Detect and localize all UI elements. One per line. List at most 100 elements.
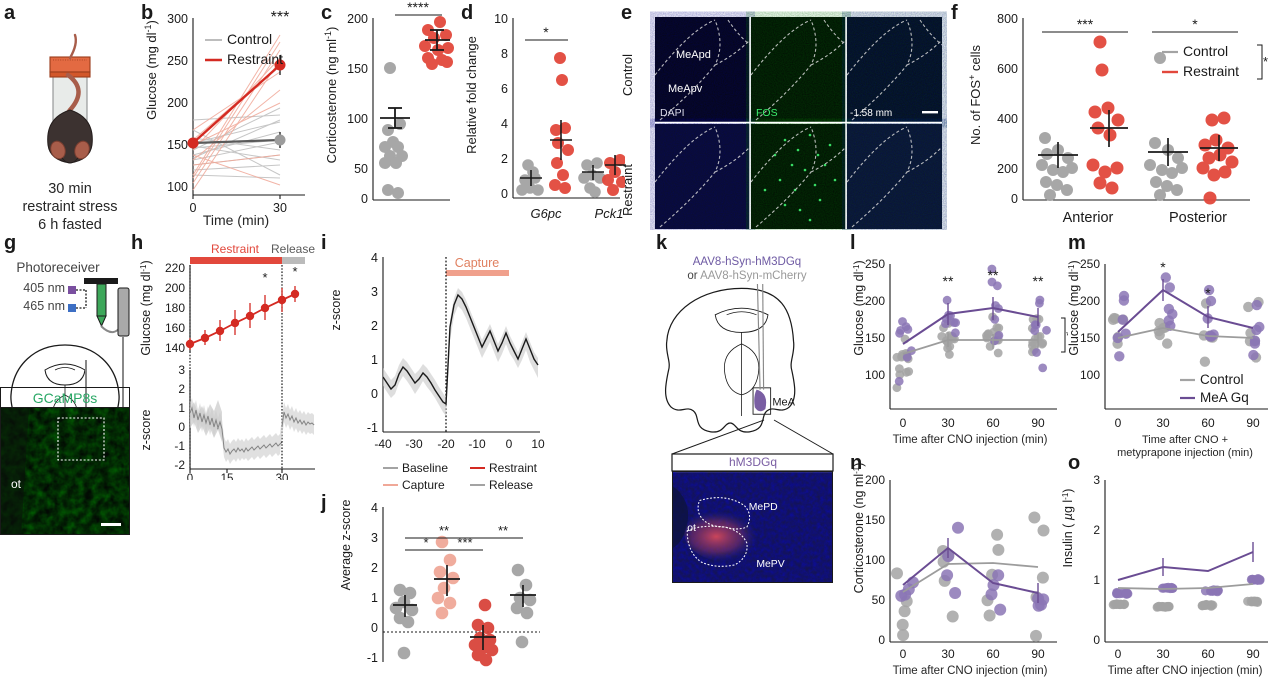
- svg-text:30: 30: [941, 416, 955, 430]
- svg-text:3: 3: [178, 363, 185, 377]
- svg-text:1: 1: [371, 591, 378, 605]
- svg-text:*: *: [1160, 259, 1166, 275]
- svg-text:Control: Control: [1183, 43, 1228, 59]
- svg-text:-1: -1: [174, 439, 185, 453]
- svg-text:FOS: FOS: [756, 107, 778, 119]
- svg-text:50: 50: [872, 593, 886, 607]
- svg-text:Capture: Capture: [402, 478, 445, 492]
- svg-text:Restraint: Restraint: [489, 461, 538, 475]
- svg-text:-40: -40: [374, 437, 392, 450]
- svg-text:6: 6: [501, 82, 508, 96]
- svg-text:Posterior: Posterior: [1169, 210, 1227, 226]
- svg-text:150: 150: [167, 138, 188, 152]
- svg-text:250: 250: [167, 54, 188, 68]
- svg-text:3: 3: [371, 285, 378, 299]
- svg-text:MeApd: MeApd: [676, 49, 711, 61]
- svg-text:Baseline: Baseline: [402, 461, 448, 475]
- svg-text:****: ****: [407, 0, 429, 15]
- svg-text:200: 200: [865, 473, 885, 487]
- svg-text:-20: -20: [437, 437, 455, 450]
- svg-text:***: ***: [271, 9, 290, 26]
- svg-text:Time after CNO injection (min): Time after CNO injection (min): [1108, 665, 1263, 677]
- svg-text:*: *: [1192, 16, 1198, 32]
- svg-text:Control: Control: [1200, 372, 1244, 387]
- svg-text:60: 60: [986, 416, 1000, 430]
- svg-text:4: 4: [501, 117, 508, 131]
- svg-text:or AAV8-hSyn-mCherry: or AAV8-hSyn-mCherry: [687, 270, 807, 282]
- svg-text:150: 150: [865, 513, 885, 527]
- svg-text:2: 2: [1093, 523, 1100, 537]
- svg-text:15: 15: [221, 473, 234, 480]
- svg-text:1: 1: [178, 401, 185, 415]
- svg-text:G6pc: G6pc: [530, 206, 562, 221]
- svg-text:MePD: MePD: [749, 502, 778, 513]
- svg-text:100: 100: [865, 368, 885, 382]
- svg-text:0: 0: [878, 633, 885, 647]
- svg-text:hM3DGq: hM3DGq: [729, 455, 777, 469]
- svg-text:Restraint: Restraint: [227, 51, 283, 67]
- svg-text:100: 100: [1080, 368, 1100, 382]
- svg-text:0: 0: [900, 416, 907, 430]
- svg-text:-1: -1: [367, 421, 378, 435]
- svg-text:Control: Control: [227, 31, 272, 47]
- svg-text:Corticosterone (ng ml-1): Corticosterone (ng ml-1): [323, 27, 339, 164]
- svg-text:*: *: [423, 535, 428, 550]
- svg-text:405 nm: 405 nm: [23, 281, 65, 295]
- svg-text:Release: Release: [489, 478, 533, 492]
- svg-text:30: 30: [1156, 416, 1170, 430]
- svg-text:60: 60: [1201, 416, 1215, 430]
- svg-text:160: 160: [165, 321, 185, 335]
- svg-text:90: 90: [1246, 416, 1260, 430]
- svg-text:200: 200: [1080, 294, 1100, 308]
- svg-text:-1: -1: [367, 651, 378, 665]
- svg-text:Glucose (mg dl-1): Glucose (mg dl-1): [139, 260, 154, 355]
- svg-text:300: 300: [167, 12, 188, 26]
- svg-text:180: 180: [165, 301, 185, 315]
- svg-text:*: *: [262, 270, 267, 285]
- svg-text:Restraint: Restraint: [211, 242, 260, 256]
- svg-text:90: 90: [1246, 647, 1260, 661]
- svg-text:Relative fold change: Relative fold change: [464, 36, 479, 154]
- svg-text:90: 90: [1031, 647, 1045, 661]
- svg-text:2: 2: [501, 152, 508, 166]
- svg-text:AAV8-hSyn-hM3DGq: AAV8-hSyn-hM3DGq: [693, 256, 801, 268]
- svg-text:-1.58 mm: -1.58 mm: [850, 108, 892, 119]
- svg-text:**: **: [988, 267, 999, 283]
- svg-text:150: 150: [865, 331, 885, 345]
- svg-text:Photoreceiver: Photoreceiver: [16, 260, 100, 275]
- svg-text:50: 50: [354, 162, 368, 176]
- svg-text:8: 8: [501, 47, 508, 61]
- svg-text:465 nm: 465 nm: [23, 299, 65, 313]
- svg-text:Control: Control: [620, 54, 635, 96]
- svg-text:Time after CNO injection (min): Time after CNO injection (min): [893, 665, 1048, 677]
- svg-text:***: ***: [1263, 54, 1268, 69]
- svg-text:2: 2: [371, 319, 378, 333]
- svg-text:4: 4: [371, 251, 378, 265]
- svg-text:0: 0: [371, 621, 378, 635]
- svg-text:3: 3: [1093, 473, 1100, 487]
- svg-text:30: 30: [276, 473, 289, 480]
- svg-text:***: ***: [457, 535, 472, 550]
- svg-text:Corticosterone (ng ml-1): Corticosterone (ng ml-1): [852, 463, 867, 594]
- svg-text:Restraint: Restraint: [1183, 63, 1239, 79]
- svg-text:Average z-score: Average z-score: [339, 500, 353, 591]
- svg-text:No. of FOS+ cells: No. of FOS+ cells: [967, 45, 983, 145]
- svg-text:**: **: [943, 273, 954, 289]
- svg-text:MeA: MeA: [772, 396, 795, 408]
- svg-text:0: 0: [371, 387, 378, 401]
- svg-text:100: 100: [865, 553, 885, 567]
- svg-text:0: 0: [178, 420, 185, 434]
- svg-text:4: 4: [371, 501, 378, 515]
- svg-text:Glucose (mg dl-1): Glucose (mg dl-1): [852, 260, 867, 355]
- svg-text:30: 30: [1156, 647, 1170, 661]
- svg-text:200: 200: [165, 281, 185, 295]
- svg-text:z-score: z-score: [139, 409, 153, 450]
- svg-text:*: *: [1205, 285, 1211, 301]
- svg-text:Glucose (mg dl-1): Glucose (mg dl-1): [1067, 260, 1082, 355]
- svg-text:0: 0: [190, 201, 197, 215]
- svg-text:ot: ot: [11, 477, 22, 491]
- svg-text:*: *: [543, 24, 549, 40]
- svg-text:-30: -30: [405, 437, 423, 450]
- svg-text:Restraint: Restraint: [620, 164, 635, 216]
- svg-text:Time after CNO +: Time after CNO +: [1142, 434, 1228, 446]
